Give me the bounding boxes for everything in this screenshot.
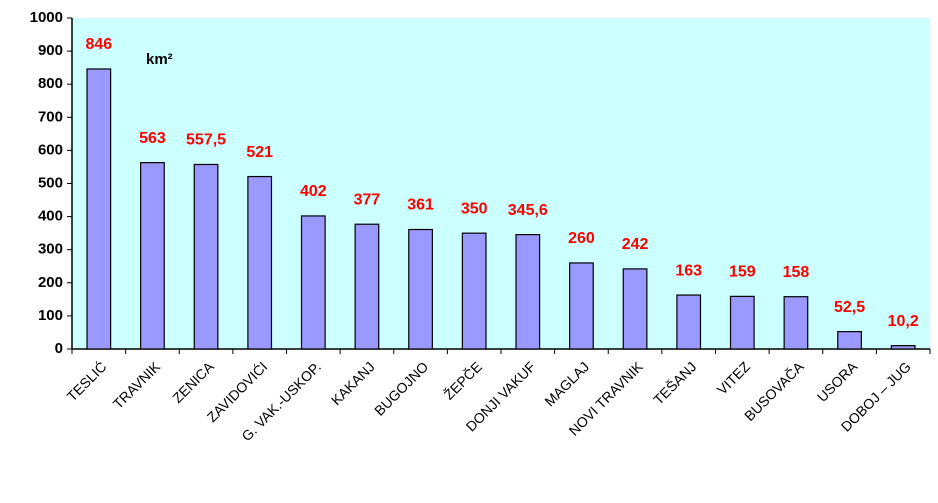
y-tick-label: 600: [38, 141, 63, 158]
x-tick-label: VITEZ: [714, 358, 754, 398]
bar: [515, 234, 541, 350]
x-tick-label: TESLIĆ: [64, 358, 110, 404]
value-label: 350: [461, 200, 488, 217]
annotation: km²: [146, 51, 173, 68]
value-label: 52,5: [834, 299, 865, 316]
x-tick-label: MAGLAJ: [541, 358, 592, 409]
x-tick-label: KAKANJ: [328, 358, 378, 408]
bar: [86, 68, 112, 350]
y-tick-label: 100: [38, 307, 63, 324]
y-tick-label: 500: [38, 174, 63, 191]
bar: [890, 345, 916, 350]
bar: [408, 228, 433, 350]
value-label: 242: [622, 236, 649, 253]
value-label: 846: [85, 36, 112, 53]
value-label: 260: [568, 230, 595, 247]
value-label: 159: [729, 264, 756, 281]
y-tick-label: 700: [38, 108, 63, 125]
y-tick-label: 0: [55, 340, 63, 357]
y-tick-label: 800: [38, 75, 63, 92]
x-tick-label: TRAVNIK: [110, 358, 164, 412]
bar: [729, 295, 755, 350]
x-tick-label: BUGOJNO: [371, 358, 431, 418]
bar: [247, 175, 273, 350]
y-tick-label: 400: [38, 208, 63, 225]
value-label: 402: [300, 183, 327, 200]
bar: [193, 163, 219, 350]
value-label: 377: [354, 191, 381, 208]
y-tick-label: 1000: [30, 9, 63, 26]
value-label: 361: [407, 197, 434, 214]
bar: [569, 262, 594, 350]
value-label: 563: [139, 130, 166, 147]
value-label: 163: [675, 262, 702, 279]
x-tick-label: TEŠANJ: [650, 358, 699, 407]
y-tick-label: 300: [38, 241, 63, 258]
bar: [300, 215, 326, 350]
bar: [354, 223, 380, 350]
value-label: 158: [783, 264, 810, 281]
value-label: 521: [246, 144, 273, 161]
x-tick-label: ZENICA: [169, 358, 217, 406]
y-tick-label: 900: [38, 42, 63, 59]
x-tick-label: ŽEPČE: [441, 358, 485, 402]
x-tick-label: USORA: [814, 358, 861, 405]
bar: [461, 232, 487, 350]
value-label: 345,6: [508, 202, 548, 219]
bar: [783, 296, 809, 350]
y-tick-label: 200: [38, 274, 63, 291]
bar: [140, 162, 165, 350]
value-label: 557,5: [186, 132, 226, 149]
value-label: 10,2: [888, 313, 919, 330]
bar: [622, 268, 648, 350]
bar: [837, 331, 862, 350]
bar: [676, 294, 702, 350]
